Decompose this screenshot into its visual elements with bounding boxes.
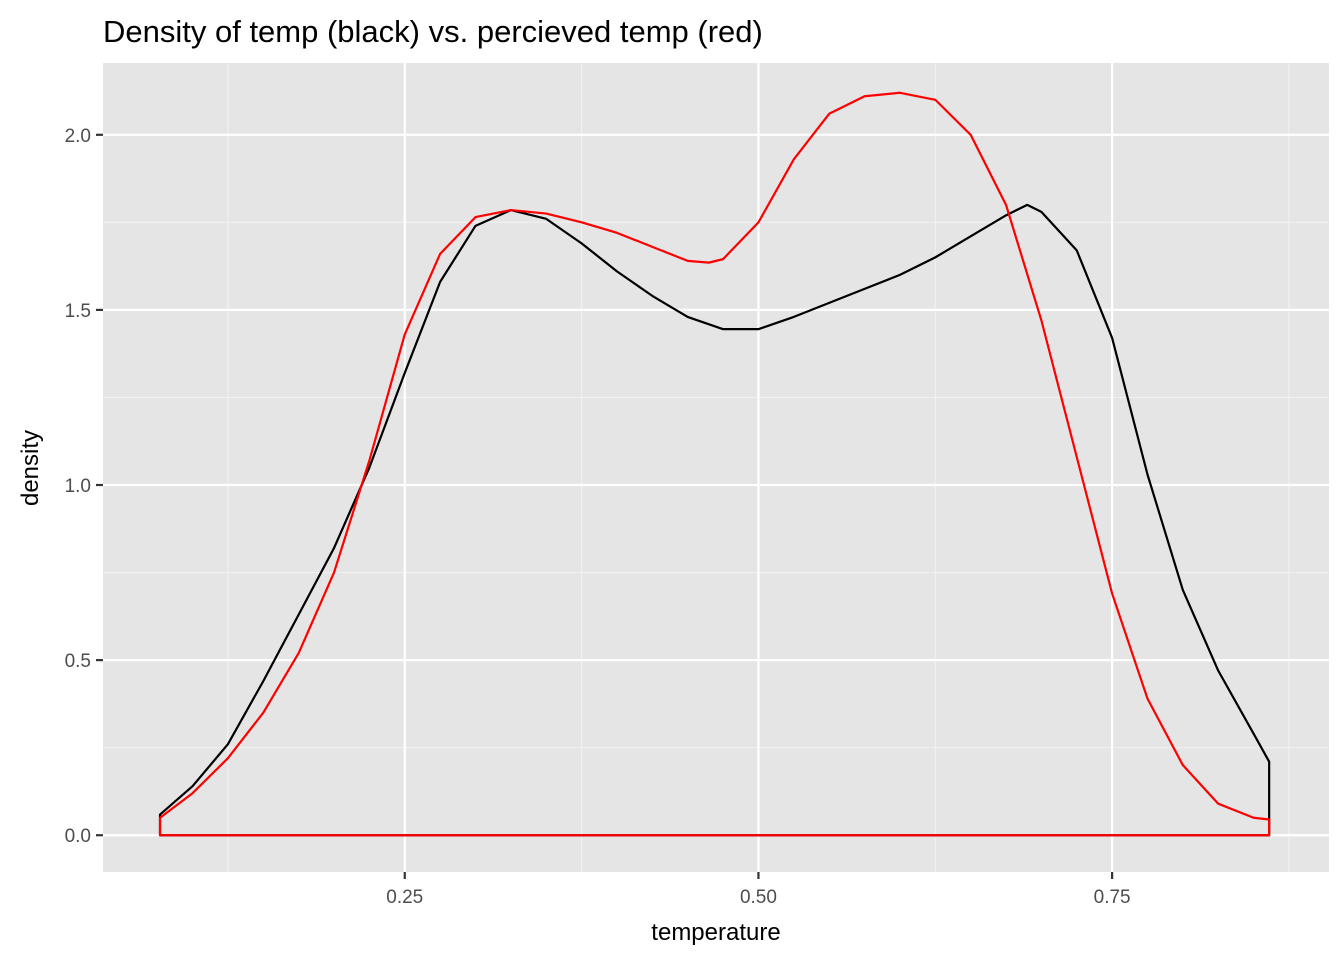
y-tick-label: 1.5 <box>65 301 91 322</box>
y-axis-title: density <box>17 430 44 506</box>
y-tick-label: 1.0 <box>65 476 91 497</box>
density-curve-1 <box>158 203 1271 837</box>
x-tick-label: 0.50 <box>740 887 777 908</box>
density-series <box>158 91 1271 837</box>
density-curve-2 <box>158 91 1271 837</box>
y-tick-label: 0.0 <box>65 826 91 847</box>
x-tick-label: 0.25 <box>386 887 423 908</box>
x-axis-title: temperature <box>651 919 780 946</box>
x-axis: 0.25 0.50 0.75 <box>386 872 1131 908</box>
plot-panel <box>103 63 1329 872</box>
minor-gridlines <box>103 63 1329 872</box>
y-tick-label: 2.0 <box>65 126 91 147</box>
y-tick-label: 0.5 <box>65 651 91 672</box>
chart-title: Density of temp (black) vs. percieved te… <box>103 14 763 49</box>
x-tick-label: 0.75 <box>1094 887 1131 908</box>
y-axis: 0.0 0.5 1.0 1.5 2.0 <box>65 126 103 847</box>
